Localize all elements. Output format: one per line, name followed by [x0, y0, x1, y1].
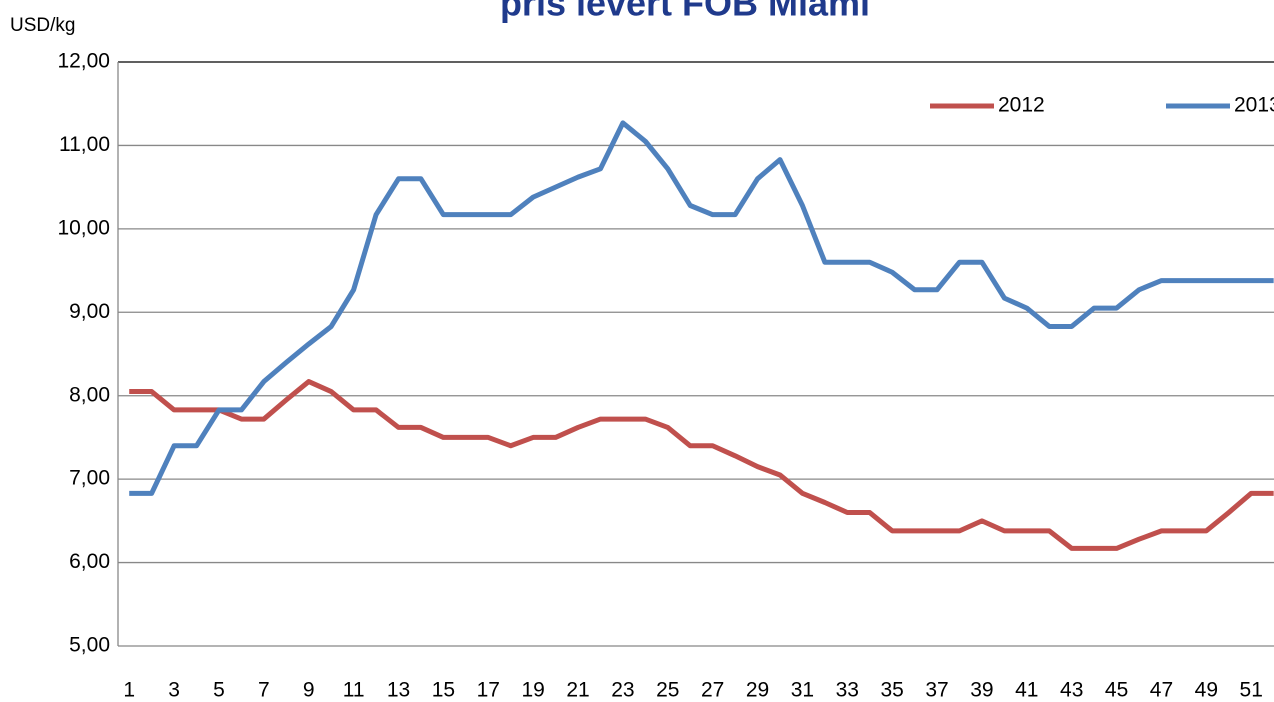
y-tick-label: 6,00	[69, 550, 110, 573]
y-tick-label: 8,00	[69, 383, 110, 406]
x-tick-label: 9	[303, 679, 315, 702]
x-tick-label: 19	[521, 679, 544, 702]
x-tick-label: 21	[566, 679, 589, 702]
x-tick-label: 47	[1150, 679, 1173, 702]
x-tick-label: 41	[1015, 679, 1038, 702]
x-tick-label: 43	[1060, 679, 1083, 702]
legend-label: 2012	[998, 94, 1045, 117]
x-tick-label: 29	[746, 679, 769, 702]
x-tick-label: 27	[701, 679, 724, 702]
x-tick-label: 35	[881, 679, 904, 702]
y-tick-label: 5,00	[69, 634, 110, 657]
legend-label: 2013	[1234, 94, 1274, 117]
x-tick-label: 39	[970, 679, 993, 702]
x-tick-label: 51	[1240, 679, 1263, 702]
x-tick-label: 33	[836, 679, 859, 702]
line-series	[129, 120, 1274, 496]
x-tick-label: 7	[258, 679, 270, 702]
y-tick-label: 7,00	[69, 467, 110, 490]
y-tick-label: 9,00	[69, 300, 110, 323]
chart-title: pris levert FOB Miami	[500, 0, 870, 24]
y-tick-label: 12,00	[57, 50, 110, 73]
x-tick-label: 15	[432, 679, 455, 702]
x-tick-label: 45	[1105, 679, 1128, 702]
y-tick-label: 11,00	[59, 133, 110, 156]
y-axis-label: USD/kg	[10, 15, 75, 36]
x-tick-label: 25	[656, 679, 679, 702]
x-tick-label: 17	[477, 679, 500, 702]
x-tick-label: 31	[791, 679, 814, 702]
x-tick-label: 1	[123, 679, 135, 702]
x-tick-label: 11	[343, 679, 365, 702]
line-series	[129, 379, 1274, 551]
x-tick-label: 13	[387, 679, 410, 702]
y-tick-label: 10,00	[57, 216, 110, 239]
x-tick-label: 37	[925, 679, 948, 702]
x-tick-label: 5	[213, 679, 225, 702]
x-tick-label: 3	[168, 679, 180, 702]
x-tick-label: 49	[1195, 679, 1218, 702]
x-tick-label: 23	[611, 679, 634, 702]
